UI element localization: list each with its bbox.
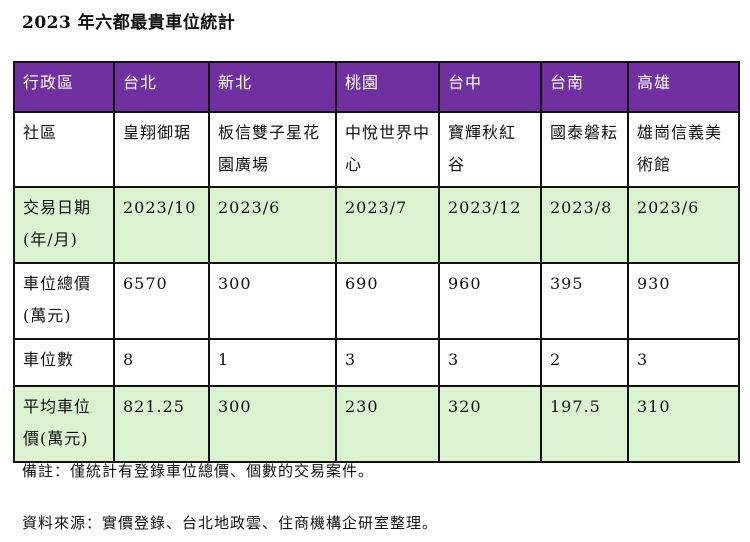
table-cell: 皇翔御琚 <box>113 111 210 188</box>
table-cell: 300 <box>208 262 337 340</box>
header-cell: 台南 <box>540 61 629 113</box>
table-cell: 821.25 <box>113 385 210 463</box>
header-cell: 新北 <box>208 61 337 113</box>
table-cell: 6570 <box>113 262 210 340</box>
table-cell: 2023/6 <box>208 186 337 264</box>
data-source: 資料來源：實價登錄、台北地政雲、住商機構企研室整理。 <box>22 514 439 532</box>
header-cell: 桃園 <box>335 61 440 113</box>
table-row: 平均車位價(萬元) 821.25 300 230 320 197.5 310 <box>13 385 740 463</box>
table-cell: 960 <box>438 262 542 340</box>
table-cell: 寶輝秋紅谷 <box>438 111 542 188</box>
table-cell: 2 <box>540 338 629 387</box>
footnote: 備註：僅統計有登錄車位總價、個數的交易案件。 <box>22 462 375 480</box>
table-row: 車位數 8 1 3 3 2 3 <box>13 338 740 387</box>
table-cell: 930 <box>627 262 740 340</box>
table-cell: 2023/12 <box>438 186 542 264</box>
table-cell: 3 <box>627 338 740 387</box>
table-cell: 國泰磐耘 <box>540 111 629 188</box>
table-cell: 2023/8 <box>540 186 629 264</box>
table-cell: 2023/6 <box>627 186 740 264</box>
header-cell: 台中 <box>438 61 542 113</box>
table-cell: 2023/7 <box>335 186 440 264</box>
table-cell: 雄崗信義美術館 <box>627 111 740 188</box>
table-cell: 2023/10 <box>113 186 210 264</box>
header-cell: 行政區 <box>13 61 115 113</box>
table-cell: 3 <box>335 338 440 387</box>
table-cell: 690 <box>335 262 440 340</box>
row-label: 平均車位價(萬元) <box>13 385 115 463</box>
table-cell: 中悅世界中心 <box>335 111 440 188</box>
page-title: 2023 年六都最貴車位統計 <box>22 13 236 33</box>
parking-stats-table: 行政區 台北 新北 桃園 台中 台南 高雄 社區 皇翔御琚 板信雙子星花園廣場 … <box>13 61 740 463</box>
table-cell: 1 <box>208 338 337 387</box>
table-row: 社區 皇翔御琚 板信雙子星花園廣場 中悅世界中心 寶輝秋紅谷 國泰磐耘 雄崗信義… <box>13 111 740 188</box>
table-cell: 8 <box>113 338 210 387</box>
table-row: 交易日期(年/月) 2023/10 2023/6 2023/7 2023/12 … <box>13 186 740 264</box>
table-row: 車位總價(萬元) 6570 300 690 960 395 930 <box>13 262 740 340</box>
table-cell: 197.5 <box>540 385 629 463</box>
row-label: 車位總價(萬元) <box>13 262 115 340</box>
header-cell: 台北 <box>113 61 210 113</box>
row-label: 車位數 <box>13 338 115 387</box>
table-cell: 310 <box>627 385 740 463</box>
table-cell: 300 <box>208 385 337 463</box>
table-cell: 230 <box>335 385 440 463</box>
row-label: 交易日期(年/月) <box>13 186 115 264</box>
row-label: 社區 <box>13 111 115 188</box>
table-header-row: 行政區 台北 新北 桃園 台中 台南 高雄 <box>13 61 740 113</box>
header-cell: 高雄 <box>627 61 740 113</box>
table-cell: 320 <box>438 385 542 463</box>
table-cell: 395 <box>540 262 629 340</box>
table-cell: 板信雙子星花園廣場 <box>208 111 337 188</box>
table-cell: 3 <box>438 338 542 387</box>
